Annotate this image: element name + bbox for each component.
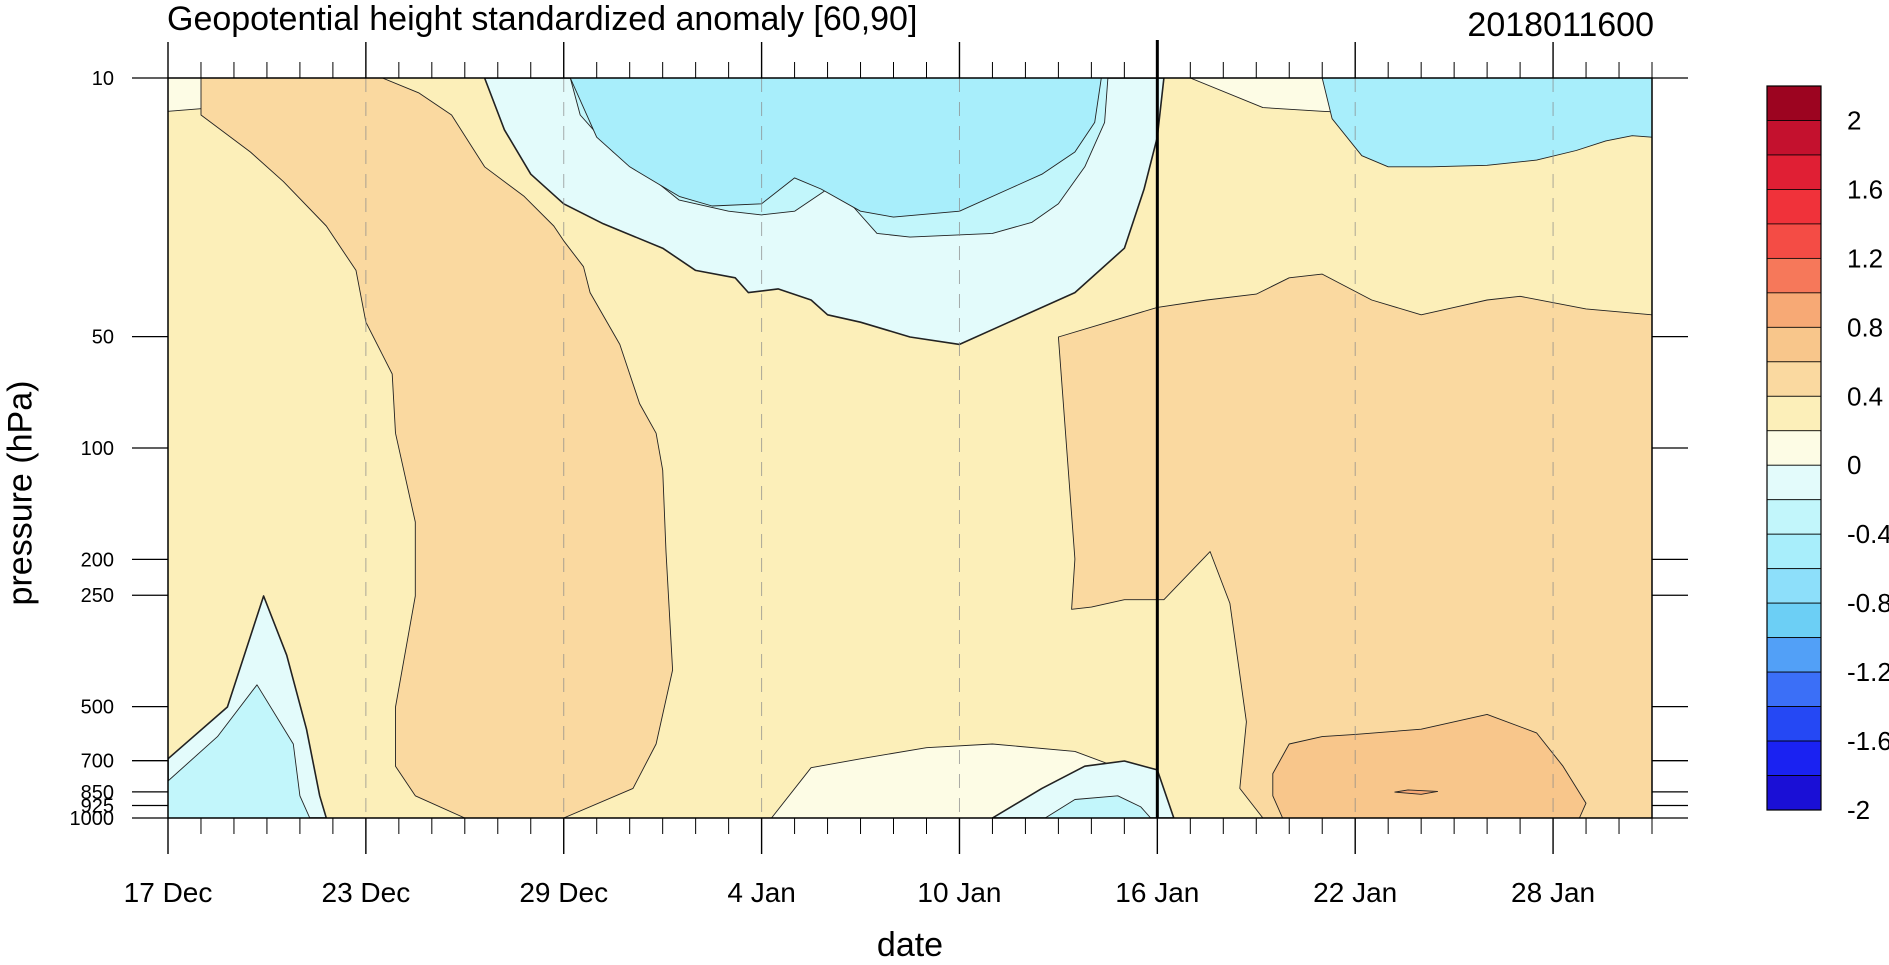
colorbar-swatch (1766, 154, 1822, 190)
x-tick-label: 10 Jan (917, 877, 1001, 908)
colorbar-swatch (1766, 223, 1822, 259)
colorbar-label: 0.8 (1847, 312, 1883, 342)
colorbar-swatch (1766, 292, 1822, 328)
x-tick-label: 4 Jan (727, 877, 796, 908)
colorbar-label: 0 (1847, 450, 1861, 480)
chart-timestamp: 2018011600 (1467, 6, 1654, 44)
chart-title: Geopotential height standardized anomaly… (167, 0, 918, 38)
colorbar-swatch (1766, 120, 1822, 156)
colorbar-swatch (1766, 602, 1822, 639)
colorbar-swatch (1766, 395, 1822, 432)
colorbar-swatch (1766, 568, 1822, 604)
colorbar-swatch (1766, 464, 1822, 501)
colorbar-label: 1.6 (1847, 174, 1883, 204)
x-tick-label: 28 Jan (1511, 877, 1595, 908)
x-axis-label: date (876, 926, 944, 964)
y-tick-label: 1000 (70, 808, 115, 830)
colorbar-swatch (1766, 257, 1822, 294)
colorbar-swatch (1766, 326, 1822, 363)
colorbar-swatch (1766, 499, 1822, 535)
colorbar-label: 0.4 (1847, 381, 1883, 411)
y-axis-label: pressure (hPa) (1, 380, 40, 606)
contour-region (1272, 713, 1587, 818)
colorbar-swatch (1766, 533, 1822, 570)
colorbar-swatch (1766, 85, 1822, 121)
colorbar-swatch (1766, 430, 1822, 466)
colorbar-label: 1.2 (1847, 243, 1883, 273)
y-tick-label: 50 (92, 327, 114, 349)
colorbar-swatch (1766, 671, 1822, 707)
contour-regions (168, 78, 1652, 818)
y-tick-label: 850 (81, 782, 114, 804)
y-tick-label: 10 (92, 68, 114, 90)
colorbar-label: 2 (1847, 105, 1861, 135)
colorbar-frame (1766, 85, 1822, 811)
colorbar-swatch (1766, 706, 1822, 742)
y-tick-label: 250 (81, 585, 114, 607)
colorbar-swatch (1766, 740, 1822, 776)
y-tick-label: 700 (81, 751, 114, 773)
colorbar-label: -2 (1847, 795, 1870, 825)
colorbar-label: -1.6 (1847, 726, 1889, 756)
y-tick-label: 100 (81, 438, 114, 460)
colorbar-label: -0.8 (1847, 588, 1889, 618)
contour-region (1321, 78, 1652, 168)
x-tick-label: 17 Dec (124, 877, 213, 908)
x-tick-label: 29 Dec (519, 877, 608, 908)
contour-region (1044, 795, 1152, 818)
colorbar-swatch (1766, 361, 1822, 397)
colorbar-swatch (1766, 637, 1822, 673)
colorbar-swatch (1766, 189, 1822, 225)
colorbar-label: -0.4 (1847, 519, 1889, 549)
contour-region (1394, 789, 1439, 795)
y-tick-label: 200 (81, 549, 114, 571)
contour-region (168, 684, 311, 818)
colorbar-swatch (1766, 775, 1822, 811)
x-tick-label: 22 Jan (1313, 877, 1397, 908)
y-tick-label: 500 (81, 697, 114, 719)
contour-region (569, 78, 1102, 218)
x-tick-label: 16 Jan (1115, 877, 1199, 908)
y-tick-label: 925 (81, 795, 114, 817)
contour-region (200, 78, 674, 818)
x-tick-label: 23 Dec (322, 877, 411, 908)
colorbar-label: -1.2 (1847, 657, 1889, 687)
